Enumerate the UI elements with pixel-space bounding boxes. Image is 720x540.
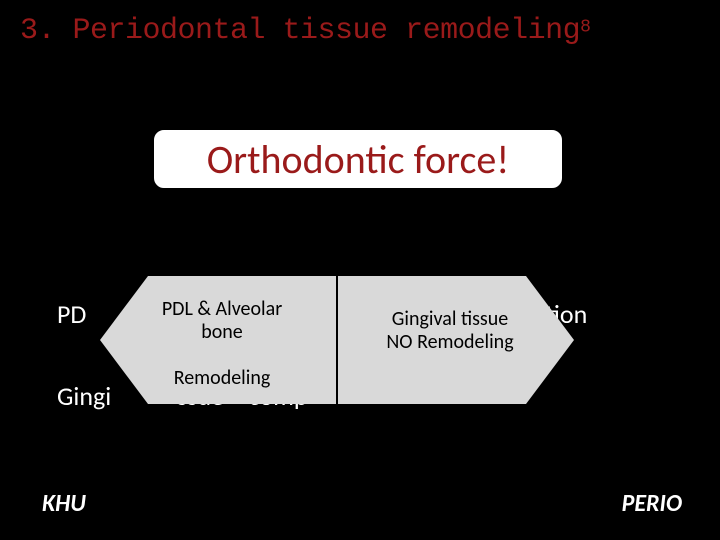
title-main: 3. Periodontal tissue remodeling [20, 14, 580, 48]
footer-left: KHU [42, 489, 86, 518]
arrow-right-line-0: Gingival tissue [392, 307, 508, 331]
arrow-right-label: Gingival tissue NO Remodeling [350, 308, 550, 354]
orthodontic-force-text: Orthodontic force! [207, 135, 510, 184]
orthodontic-force-box: Orthodontic force! [152, 128, 564, 190]
arrow-left-line-1: bone [201, 320, 243, 344]
arrow-left-line-2: Remodeling [174, 366, 271, 390]
body-line1-prefix: PD [57, 298, 86, 330]
footer-right: PERIO [622, 489, 682, 518]
arrow-left-label: PDL & Alveolar bone Remodeling [122, 298, 322, 390]
arrow-left: PDL & Alveolar bone Remodeling [100, 276, 336, 404]
slide-title: 3. Periodontal tissue remodeling8 [20, 14, 590, 48]
arrow-left-line-0: PDL & Alveolar [162, 297, 282, 321]
arrow-right-line-1: NO Remodeling [386, 330, 513, 354]
arrow-right: Gingival tissue NO Remodeling [338, 276, 574, 404]
title-superscript: 8 [580, 18, 590, 38]
